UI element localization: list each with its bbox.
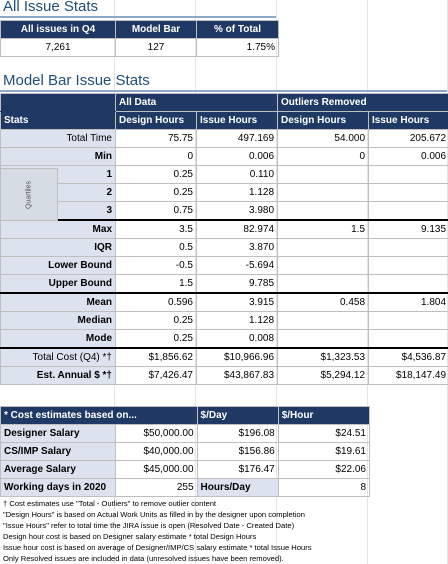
- row-lower-bound: Lower Bound -0.5 -5.694: [0, 256, 448, 275]
- row-upper-bound: Upper Bound 1.5 9.785: [0, 274, 448, 294]
- per-day-header: $/Day: [196, 406, 279, 425]
- value-model-bar[interactable]: 127: [115, 38, 197, 57]
- header-issue-hours-outliers: Issue Hours: [368, 111, 448, 130]
- header-all-issues: All issues in Q4: [0, 20, 116, 39]
- row-working-days: Working days in 2020 255 Hours/Day 8: [0, 478, 371, 497]
- row-total-cost: Total Cost (Q4) *† $1,856.62 $10,966.96 …: [0, 347, 448, 367]
- note-line: † Cost estimates use "Total - Outliers" …: [3, 499, 217, 508]
- title-underline: [0, 16, 276, 18]
- header-model-bar: Model Bar: [115, 20, 197, 39]
- footnotes: † Cost estimates use "Total - Outliers" …: [3, 498, 443, 564]
- row-median: Median 0.25 1.128: [0, 311, 448, 330]
- header-design-hours: Design Hours: [115, 111, 197, 130]
- value-percent[interactable]: 1.75%: [196, 38, 279, 57]
- model-bar-stats-title: Model Bar Issue Stats: [3, 72, 150, 89]
- header-issue-hours: Issue Hours: [195, 111, 279, 130]
- quartiles-label-cell: Quartiles: [0, 168, 58, 221]
- note-line: Only Resolved issues are included in dat…: [3, 554, 284, 563]
- row-cs-imp-salary: CS/IMP Salary $40,000.00 $156.86 $19.61: [0, 442, 371, 461]
- row-mean: Mean 0.596 3.915 0.458 1.804: [0, 292, 448, 312]
- model-bar-stats-table: All Data Outliers Removed Stats Design H…: [0, 93, 448, 385]
- note-line: "Design Hours" is based on Actual Work U…: [3, 510, 305, 519]
- row-iqr: IQR 0.5 3.870: [0, 238, 448, 257]
- row-est-annual: Est. Annual $ *† $7,426.47 $43,867.83 $5…: [0, 366, 448, 385]
- group-all-data: All Data: [114, 93, 279, 112]
- group-outliers-removed: Outliers Removed: [277, 93, 448, 112]
- header-percent: % of Total: [196, 20, 279, 39]
- value-all-issues[interactable]: 7,261: [0, 38, 116, 57]
- row-quartile-2: 2 0.25 1.128: [0, 183, 448, 202]
- quartiles-label: Quartiles: [25, 180, 33, 209]
- row-mode: Mode 0.25 0.008: [0, 329, 448, 349]
- header-stats: Stats: [0, 111, 116, 130]
- note-line: Design hour cost is based on Designer sa…: [3, 532, 257, 541]
- all-issue-stats-table: All issues in Q4 Model Bar % of Total 7,…: [0, 20, 279, 57]
- row-designer-salary: Designer Salary $50,000.00 $196.08 $24.5…: [0, 424, 371, 443]
- row-max: Max 3.5 82.974 1.5 9.135: [0, 219, 448, 239]
- title-underline-2: [0, 90, 447, 92]
- row-min: Min 0 0.006 0 0.006: [0, 147, 448, 166]
- note-line: Issue hour cost is based on average of D…: [3, 543, 312, 552]
- all-issue-stats-title: All Issue Stats: [3, 0, 99, 15]
- row-quartile-1: 1 0.25 0.110: [0, 165, 448, 184]
- header-design-hours-outliers: Design Hours: [277, 111, 370, 130]
- row-total-time: Total Time 75.75 497.169 54.000 205.672: [0, 129, 448, 148]
- row-quartile-3: 3 0.75 3.980: [0, 201, 448, 221]
- cost-estimates-header: * Cost estimates based on...: [0, 406, 198, 425]
- row-average-salary: Average Salary $45,000.00 $176.47 $22.06: [0, 460, 371, 479]
- note-line: "Issue Hours" refer to total time the JI…: [3, 521, 295, 530]
- cost-estimates-table: * Cost estimates based on... $/Day $/Hou…: [0, 406, 371, 497]
- per-hour-header: $/Hour: [277, 406, 371, 425]
